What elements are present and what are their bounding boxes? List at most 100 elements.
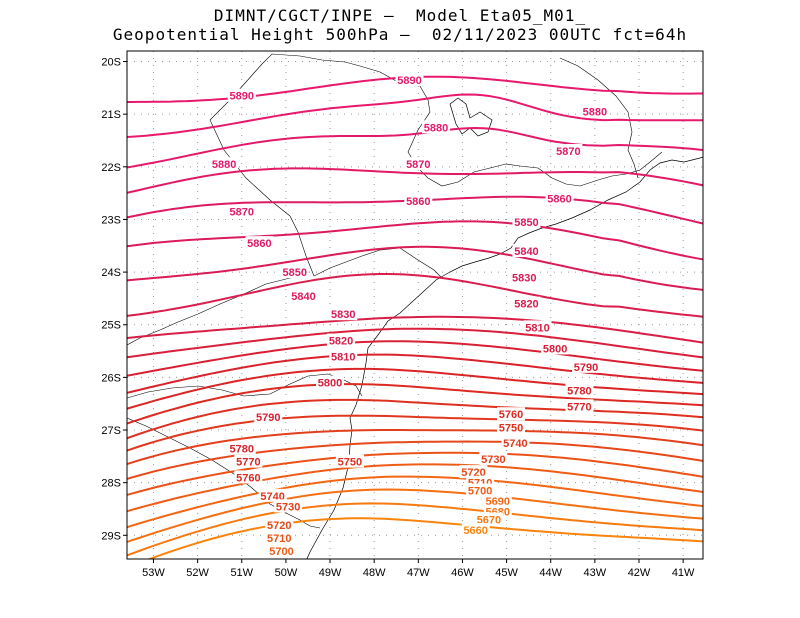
lat-label: 21S xyxy=(101,109,121,121)
contour-5830 xyxy=(127,245,703,291)
contour-label: 5820 xyxy=(514,299,538,311)
contour-label-bg xyxy=(316,375,345,389)
contour-label-bg xyxy=(210,157,239,171)
contour-label: 5870 xyxy=(230,207,254,219)
contour-label: 5800 xyxy=(318,378,342,390)
lon-label: 48W xyxy=(363,567,386,579)
border-ms-sp xyxy=(209,119,315,277)
contour-label-bg xyxy=(395,72,424,86)
contour-label-bg xyxy=(258,488,287,502)
contour-label-bg xyxy=(234,454,263,468)
lat-label: 20S xyxy=(101,57,121,69)
contour-label-bg xyxy=(404,157,433,171)
contour-label-bg xyxy=(510,270,539,284)
contour-5810 xyxy=(127,315,703,344)
contour-label-bg xyxy=(466,483,495,497)
contour-label-bg xyxy=(580,104,609,118)
map-frame-content: 5890 5890 5880 5880 5880 5870 5870 5870 5860 5860… xyxy=(127,53,703,559)
contour-label: 5860 xyxy=(406,196,430,208)
contour-label-bg xyxy=(545,191,574,205)
contour-5840 xyxy=(127,220,703,261)
contour-label-bg xyxy=(554,144,583,158)
contour-5870 xyxy=(127,127,703,169)
contour-5820 xyxy=(127,273,703,318)
contour-label: 5840 xyxy=(514,246,538,258)
lon-label: 45W xyxy=(495,567,518,579)
contour-label: 5750 xyxy=(338,457,362,469)
contour-label-bg xyxy=(227,88,256,102)
contour-5690 xyxy=(127,475,703,529)
contour-5780 xyxy=(127,353,703,394)
contour-label-bg xyxy=(512,296,541,310)
contour-label-bg xyxy=(289,288,318,302)
lon-label: 41W xyxy=(672,567,695,579)
contour-label: 5770 xyxy=(236,457,260,469)
title-line-2: Geopotential Height 500hPa – 02/11/2023 … xyxy=(112,25,688,44)
contour-label: 5860 xyxy=(547,193,571,205)
lat-label: 26S xyxy=(101,372,121,384)
contour-label: 5790 xyxy=(256,412,280,424)
contour-5730 xyxy=(127,429,703,466)
contour-label: 5840 xyxy=(291,291,315,303)
contour-label-bg xyxy=(274,499,303,513)
contour-label: 5810 xyxy=(525,322,549,334)
contour-label: 5830 xyxy=(512,272,536,284)
contour-label: 5890 xyxy=(397,75,421,87)
contour-label-bg xyxy=(497,420,525,434)
contour-label-bg xyxy=(523,320,552,334)
contour-5670 xyxy=(127,502,703,557)
contour-label-bg xyxy=(421,120,450,134)
title-line-1: DIMNT/CGCT/INPE – Model Eta05_M01_ xyxy=(213,6,587,25)
contour-label: 5880 xyxy=(212,159,236,171)
contour-label: 5870 xyxy=(406,159,430,171)
contour-label: 5780 xyxy=(230,443,254,455)
contour-5710 xyxy=(127,451,703,496)
contour-label-bg xyxy=(541,341,570,355)
contour-5860 xyxy=(127,167,703,194)
contour-label: 5850 xyxy=(514,217,538,229)
contour-label-bg xyxy=(227,204,256,218)
contour-label-bg xyxy=(501,436,530,450)
lat-label: 24S xyxy=(101,267,121,279)
contour-label-bg xyxy=(335,454,364,468)
contour-5770 xyxy=(127,367,703,410)
lon-label: 53W xyxy=(142,567,165,579)
contour-5680 xyxy=(127,488,703,544)
lon-label: 52W xyxy=(186,567,209,579)
contour-label-bg xyxy=(280,265,309,279)
contour-5800 xyxy=(127,327,703,359)
contour-5750 xyxy=(127,398,703,440)
contour-label-bg xyxy=(254,409,283,423)
border-pr-west xyxy=(127,275,307,346)
contour-labels: 5890 5890 5880 5880 5880 5870 5870 5870 5860 5860… xyxy=(210,72,609,558)
contour-label-bg xyxy=(404,194,433,208)
contour-5760 xyxy=(127,383,703,425)
lon-label: 50W xyxy=(275,567,298,579)
contour-label-bg xyxy=(572,359,601,373)
contour-label: 5870 xyxy=(556,146,580,158)
contour-label: 5710 xyxy=(267,533,291,545)
lon-label: 46W xyxy=(451,567,474,579)
lon-label: 44W xyxy=(539,567,562,579)
contour-label-bg xyxy=(267,544,296,558)
contour-label-bg xyxy=(329,307,358,321)
contour-label: 5730 xyxy=(481,454,505,466)
contour-label-bg xyxy=(327,333,356,347)
contour-label: 5780 xyxy=(567,386,591,398)
lon-label: 47W xyxy=(407,567,430,579)
contour-5700 xyxy=(127,463,703,513)
contour-label: 5820 xyxy=(329,336,353,348)
contour-label-bg xyxy=(461,523,490,537)
coastline-path xyxy=(306,156,703,559)
contour-label: 5740 xyxy=(503,438,527,450)
contour-5880 xyxy=(127,93,703,139)
contour-label: 5800 xyxy=(543,343,567,355)
contour-label-bg xyxy=(227,441,256,455)
contour-label: 5880 xyxy=(583,107,607,119)
contour-label: 5770 xyxy=(567,401,591,413)
map-frame xyxy=(126,50,704,560)
contour-label: 5850 xyxy=(282,267,306,279)
lat-label: 25S xyxy=(101,320,121,332)
contour-label-bg xyxy=(265,530,294,544)
